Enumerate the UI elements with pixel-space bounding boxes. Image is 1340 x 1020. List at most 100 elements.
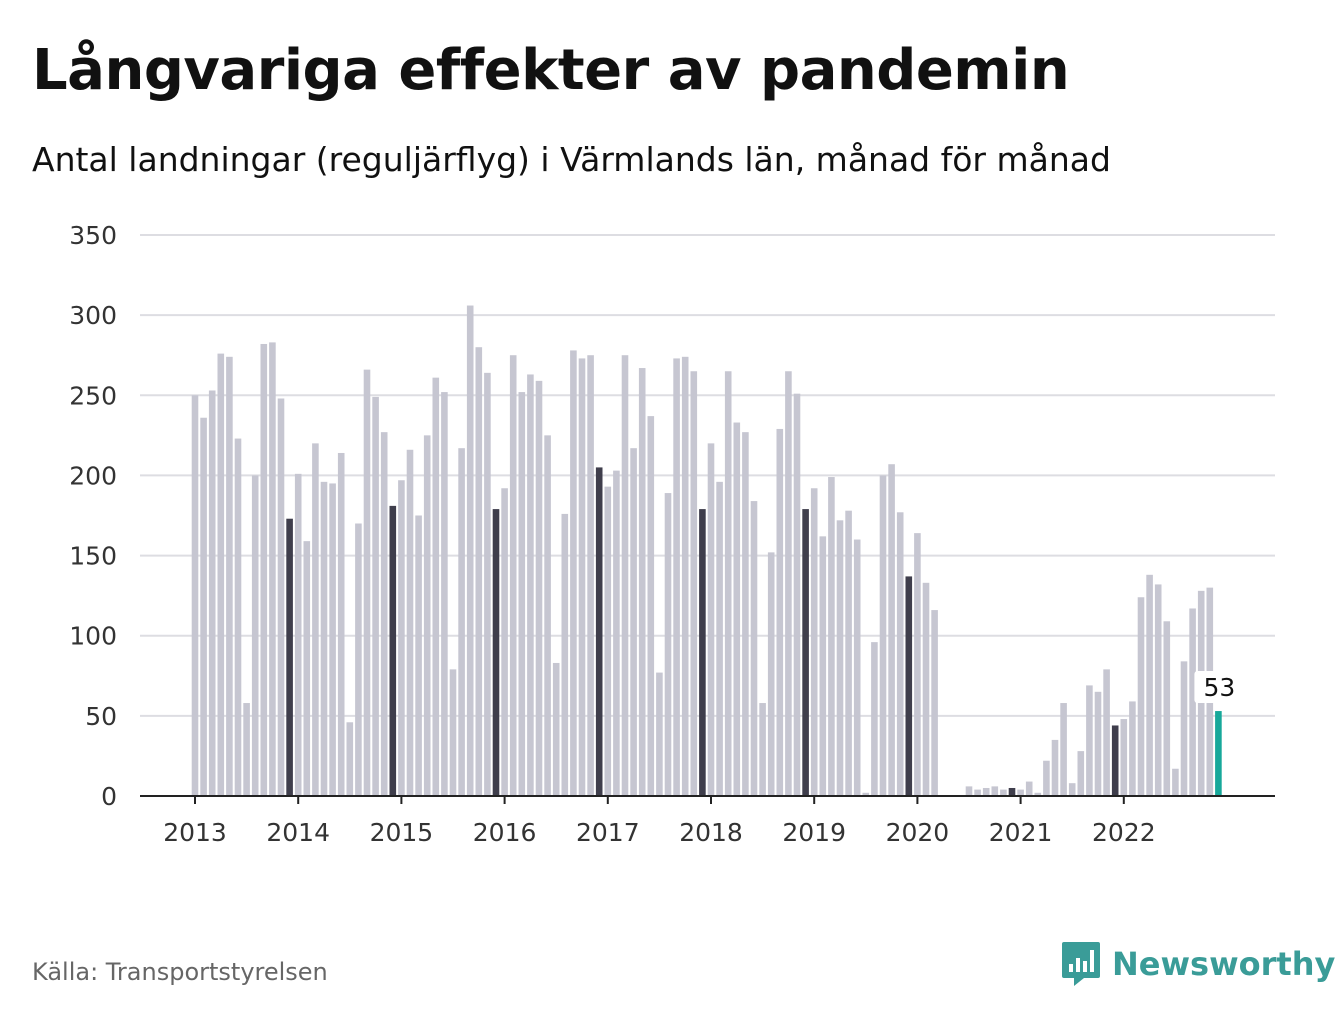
bar xyxy=(1017,789,1024,796)
bar xyxy=(742,432,749,796)
bar xyxy=(1189,608,1196,796)
bar xyxy=(269,342,276,796)
bar xyxy=(1043,760,1050,796)
bar xyxy=(380,432,388,796)
bar xyxy=(475,347,483,796)
bar xyxy=(1068,783,1076,796)
bar xyxy=(415,515,422,796)
bar xyxy=(286,518,293,796)
brand-logo: Newsworthy xyxy=(1060,940,1335,988)
bar xyxy=(1103,669,1110,796)
bar xyxy=(1146,574,1153,796)
bar xyxy=(974,789,981,796)
bar xyxy=(587,355,594,796)
bar xyxy=(759,703,766,796)
bar xyxy=(372,396,379,796)
bar xyxy=(243,703,250,796)
bar xyxy=(638,368,646,796)
bar xyxy=(561,513,569,796)
bar xyxy=(509,355,517,796)
bar xyxy=(828,477,835,796)
source-note: Källa: Transportstyrelsen xyxy=(32,958,328,986)
y-axis-labels: 0 50 100 150 200 250 300 350 xyxy=(69,221,117,811)
x-axis: 2013 2014 2015 2016 2017 2018 2019 2020 2021 2022 xyxy=(140,795,1275,847)
y-tick-label: 350 xyxy=(69,221,117,250)
bar xyxy=(767,552,775,796)
y-tick-label: 300 xyxy=(69,301,117,330)
bar xyxy=(337,452,345,796)
x-tick-label: 2013 xyxy=(163,818,227,847)
bar xyxy=(604,486,612,796)
bar xyxy=(234,438,242,796)
x-tick-label: 2019 xyxy=(782,818,846,847)
bar xyxy=(501,488,508,796)
bar xyxy=(724,371,732,796)
bar xyxy=(217,353,225,796)
bar xyxy=(965,786,973,796)
bar xyxy=(931,610,938,796)
x-tick-label: 2017 xyxy=(576,818,640,847)
bar xyxy=(441,392,448,796)
bar xyxy=(578,358,586,796)
annotations: 53 xyxy=(1194,671,1241,704)
bar xyxy=(871,642,878,796)
bar xyxy=(802,509,809,796)
bar xyxy=(570,350,577,796)
bar xyxy=(208,390,216,796)
bar xyxy=(888,464,895,796)
y-tick-label: 100 xyxy=(69,622,117,651)
bar xyxy=(312,443,319,796)
bar xyxy=(1120,719,1128,796)
bar xyxy=(458,448,465,796)
bar xyxy=(552,662,560,796)
bar xyxy=(1215,711,1222,796)
bar xyxy=(432,377,440,796)
bar xyxy=(1094,691,1102,796)
x-tick-label: 2022 xyxy=(1092,818,1156,847)
bar xyxy=(518,392,526,796)
bar xyxy=(836,520,844,796)
y-tick-label: 0 xyxy=(101,782,117,811)
bar xyxy=(1111,725,1119,796)
bar xyxy=(449,669,457,796)
bar xyxy=(656,672,663,796)
bar xyxy=(1137,597,1145,796)
bar xyxy=(853,539,861,796)
bar xyxy=(664,493,672,796)
bar xyxy=(879,475,887,796)
bar xyxy=(647,416,655,796)
bar xyxy=(699,509,706,796)
latest-value-bg xyxy=(1194,671,1241,704)
bar xyxy=(905,576,913,796)
bar xyxy=(492,509,500,796)
bar xyxy=(346,722,354,796)
bar xyxy=(191,395,199,796)
bar xyxy=(819,536,827,796)
bar xyxy=(982,787,990,796)
bar xyxy=(329,483,336,796)
bar xyxy=(716,481,723,796)
bar xyxy=(1180,661,1188,796)
x-tick-label: 2015 xyxy=(370,818,434,847)
x-tick-label: 2016 xyxy=(473,818,537,847)
bar xyxy=(406,449,414,796)
bar xyxy=(226,356,233,796)
x-tick-label: 2018 xyxy=(679,818,743,847)
bar xyxy=(621,355,629,796)
bar xyxy=(260,343,268,796)
bar xyxy=(484,372,491,796)
bar xyxy=(200,417,207,796)
bar xyxy=(896,512,904,796)
bar xyxy=(466,305,474,796)
y-tick-label: 200 xyxy=(69,461,117,490)
bar xyxy=(1129,701,1136,796)
bar xyxy=(1060,703,1067,796)
bar xyxy=(303,541,311,796)
bar xyxy=(251,475,259,796)
bar xyxy=(793,393,801,796)
bar xyxy=(277,398,285,796)
bar xyxy=(527,374,534,796)
bar xyxy=(810,488,818,796)
bar xyxy=(1154,584,1162,796)
chart-subtitle: Antal landningar (reguljärflyg) i Värmla… xyxy=(32,140,1111,179)
